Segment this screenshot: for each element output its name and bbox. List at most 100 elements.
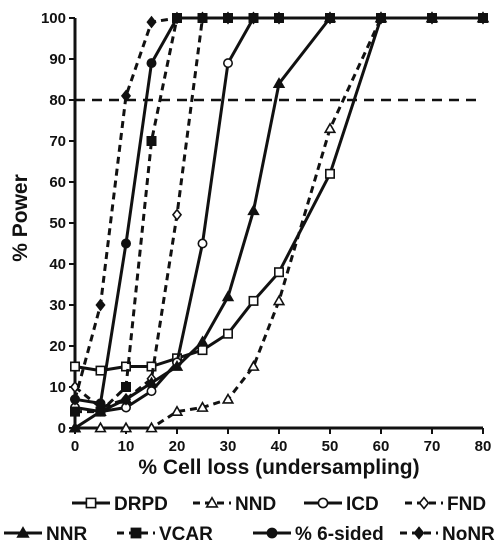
y-tick-label: 40 bbox=[49, 256, 66, 273]
x-tick-label: 0 bbox=[71, 438, 79, 455]
y-tick-label: 0 bbox=[58, 420, 66, 437]
data-point-nnr bbox=[272, 77, 286, 89]
series-group bbox=[68, 11, 490, 433]
series-nonr bbox=[69, 11, 489, 406]
data-point-drpd bbox=[223, 328, 234, 339]
data-point-drpd bbox=[248, 295, 259, 306]
data-point-nnd bbox=[170, 405, 184, 417]
y-tick-label: 60 bbox=[49, 174, 66, 191]
legend-item-fnd: FND bbox=[405, 494, 486, 515]
data-point-nnd bbox=[119, 421, 133, 433]
series-line-drpd bbox=[74, 16, 483, 373]
data-point-drpd bbox=[95, 365, 106, 376]
data-point-fnd bbox=[171, 208, 183, 222]
y-tick-label: 30 bbox=[49, 297, 66, 314]
legend-label: % 6-sided bbox=[295, 524, 384, 545]
legend-swatch-marker bbox=[16, 526, 30, 538]
y-tick-label: 10 bbox=[49, 379, 66, 396]
legend: DRPD NND ICD FND NNR VCAR % 6-sided NoNR bbox=[4, 494, 495, 545]
legend-label: VCAR bbox=[159, 524, 213, 545]
x-axis-title: % Cell loss (undersampling) bbox=[138, 456, 419, 479]
legend-item-nonr: NoNR bbox=[400, 524, 495, 545]
x-tick-label: 50 bbox=[322, 438, 339, 455]
y-axis-title: % Power bbox=[9, 174, 32, 262]
data-point-nonr bbox=[171, 11, 183, 25]
data-point-vcar bbox=[95, 406, 106, 417]
data-point-nonr bbox=[324, 11, 336, 25]
legend-label: ICD bbox=[346, 494, 379, 515]
x-tick-label: 40 bbox=[271, 438, 288, 455]
legend-item-nnd: NND bbox=[193, 494, 276, 515]
series-line-nonr bbox=[73, 16, 483, 400]
data-point-nnd bbox=[221, 392, 235, 404]
series-line-6-sided bbox=[74, 16, 483, 405]
data-point-6-sided bbox=[121, 238, 132, 249]
legend-item-6-sided: % 6-sided bbox=[253, 524, 384, 545]
data-point-nonr bbox=[120, 89, 132, 103]
legend-swatch-marker bbox=[266, 527, 278, 539]
legend-swatch-marker bbox=[130, 527, 142, 539]
data-point-icd bbox=[223, 58, 234, 69]
data-point-nonr bbox=[146, 15, 157, 29]
data-point-nnr bbox=[145, 376, 158, 388]
series-fnd bbox=[69, 11, 489, 414]
data-point-nnr bbox=[247, 204, 260, 216]
data-point-nonr bbox=[273, 11, 285, 25]
x-tick-label: 30 bbox=[220, 438, 237, 455]
legend-label: NND bbox=[235, 494, 276, 515]
data-point-drpd bbox=[197, 345, 208, 356]
data-point-icd bbox=[146, 386, 157, 397]
tick-labels: 0 10 20 30 40 50 60 70 80 90 100 0 10 20 30 40 50 60 70 80 bbox=[41, 10, 491, 455]
data-point-nnd bbox=[323, 122, 337, 134]
legend-swatch-marker bbox=[85, 497, 97, 509]
y-tick-label: 20 bbox=[49, 338, 66, 355]
data-point-drpd bbox=[273, 267, 284, 278]
y-tick-label: 50 bbox=[49, 215, 66, 232]
data-point-nonr bbox=[248, 11, 259, 25]
data-point-nnr bbox=[170, 360, 184, 371]
data-point-vcar bbox=[146, 136, 157, 147]
legend-swatch-marker bbox=[413, 526, 425, 540]
legend-swatch-marker bbox=[205, 496, 219, 508]
legend-item-vcar: VCAR bbox=[117, 524, 213, 545]
data-point-nnd bbox=[94, 421, 107, 433]
data-point-drpd bbox=[324, 168, 335, 179]
data-point-nnd bbox=[247, 360, 260, 371]
data-point-nnr bbox=[221, 290, 235, 302]
x-tick-label: 80 bbox=[475, 438, 492, 455]
legend-swatch-marker bbox=[317, 497, 329, 509]
data-point-drpd bbox=[121, 361, 132, 372]
series-line-fnd bbox=[74, 16, 483, 409]
series-6-sided bbox=[70, 13, 488, 409]
y-tick-label: 100 bbox=[41, 10, 66, 27]
y-tick-label: 80 bbox=[49, 92, 66, 109]
data-point-nnr bbox=[68, 421, 82, 433]
data-point-nnr bbox=[119, 392, 133, 404]
legend-swatch-marker bbox=[418, 496, 430, 510]
data-point-drpd bbox=[70, 361, 81, 372]
x-tick-label: 60 bbox=[373, 438, 390, 455]
data-point-vcar bbox=[121, 381, 132, 392]
series-nnr bbox=[68, 11, 490, 433]
data-point-icd bbox=[197, 238, 208, 249]
data-point-nonr bbox=[197, 11, 208, 25]
y-tick-label: 90 bbox=[49, 51, 66, 68]
data-point-nonr bbox=[477, 11, 489, 25]
series-line-vcar bbox=[75, 16, 483, 414]
data-point-nnr bbox=[196, 335, 209, 347]
legend-item-drpd: DRPD bbox=[72, 494, 168, 515]
x-tick-label: 20 bbox=[169, 438, 186, 455]
series-vcar bbox=[70, 13, 488, 417]
data-point-6-sided bbox=[146, 58, 157, 69]
data-point-nonr bbox=[222, 11, 234, 25]
y-tick-label: 70 bbox=[49, 133, 66, 150]
data-point-nonr bbox=[375, 11, 387, 25]
legend-label: DRPD bbox=[114, 494, 168, 515]
data-point-nnd bbox=[145, 421, 158, 433]
data-point-nnd bbox=[272, 294, 286, 306]
legend-item-nnr: NNR bbox=[4, 524, 87, 545]
data-point-nnd bbox=[196, 401, 209, 412]
data-point-6-sided bbox=[95, 398, 106, 409]
data-point-nonr bbox=[69, 392, 81, 406]
